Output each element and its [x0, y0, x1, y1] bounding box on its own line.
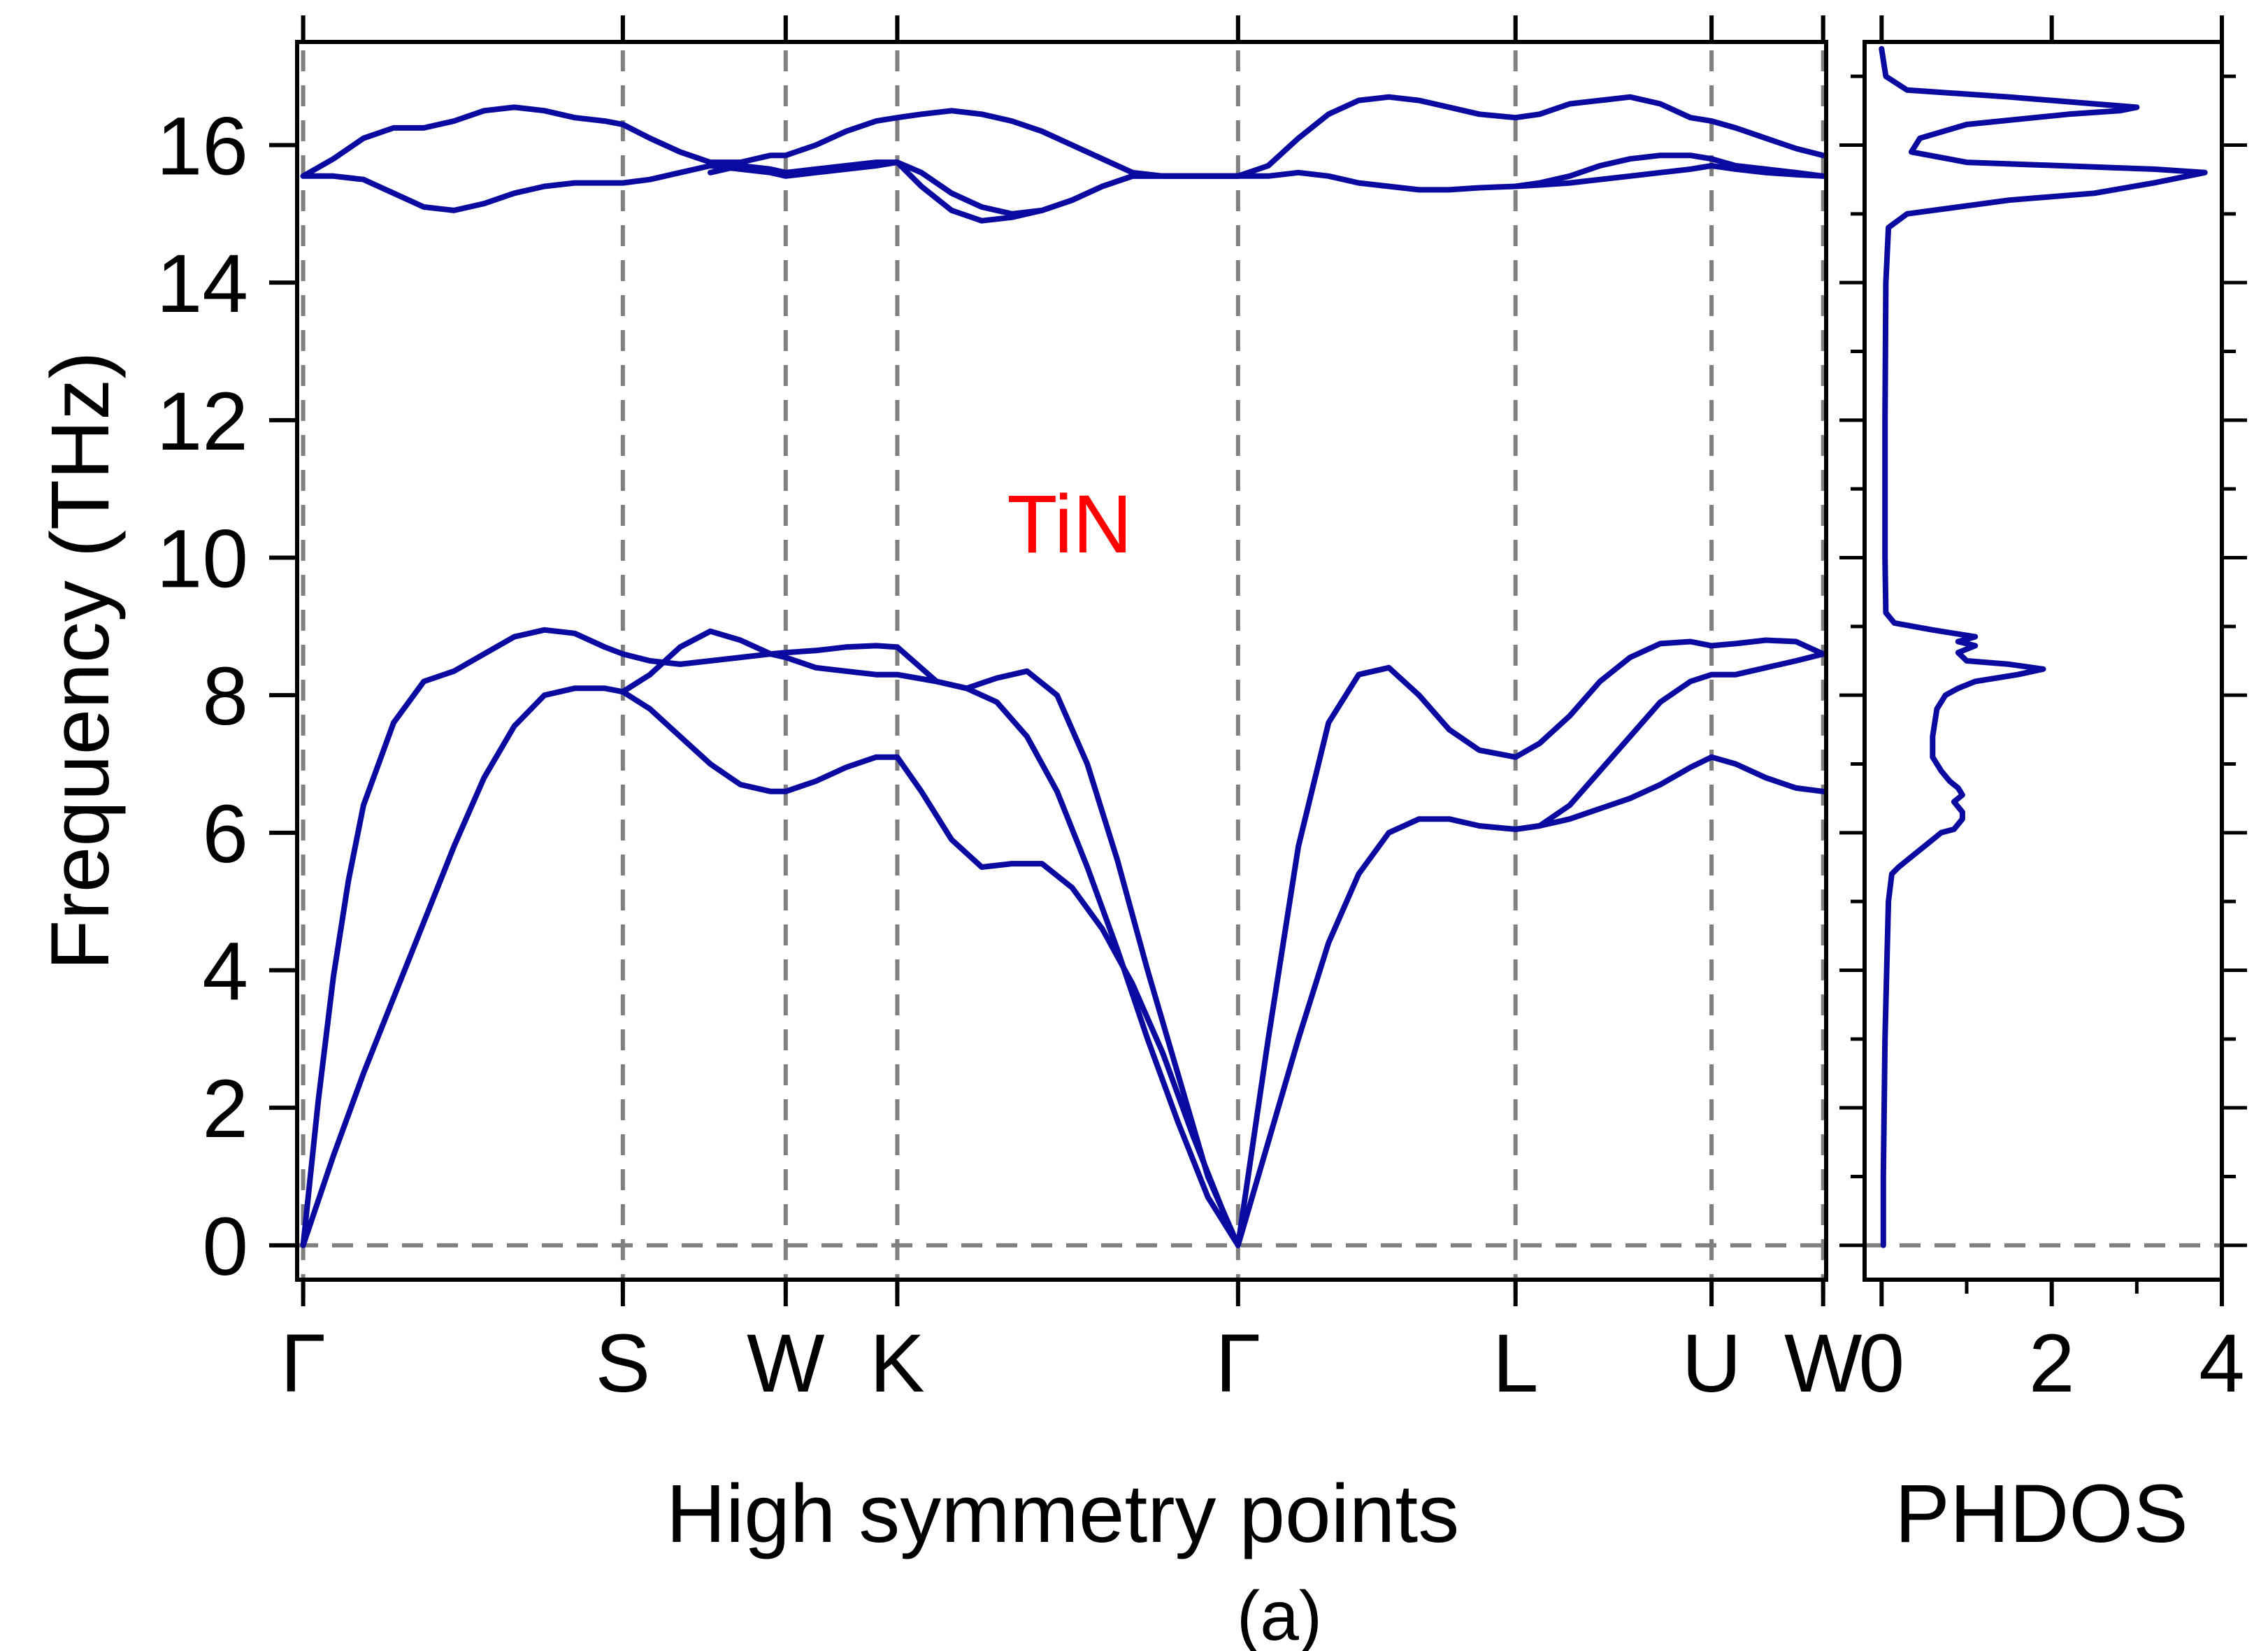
phdos-x-axis-label: PHDOS — [1895, 1468, 2188, 1560]
figure-caption: (a) — [1237, 1577, 1322, 1651]
x-tick-label: U — [1681, 1317, 1741, 1410]
phdos-frame — [1863, 40, 2224, 1282]
y-tick-label: 12 — [157, 376, 248, 468]
phdos-x-tick-label: 0 — [1859, 1317, 1905, 1410]
phdos-y-ticks — [1839, 74, 2247, 1248]
y-tick-label: 14 — [157, 238, 248, 330]
band-acoustic-4 — [1235, 637, 1826, 1248]
band-acoustic-2 — [300, 627, 1241, 1248]
x-tick-label: L — [1493, 1317, 1539, 1410]
band-optical-3 — [708, 159, 1241, 217]
band-optical-4 — [1235, 94, 1826, 179]
band-optical-6 — [1512, 163, 1826, 190]
y-tick-label: 8 — [202, 650, 248, 743]
x-axis-label: High symmetry points — [666, 1468, 1459, 1560]
phdos-x-tick-label: 4 — [2199, 1317, 2245, 1410]
phdos-curve-group — [1879, 45, 2208, 1248]
x-tick-label: W — [1784, 1317, 1862, 1410]
y-tick-label: 2 — [202, 1063, 248, 1155]
phdos-curve — [1879, 45, 2208, 1248]
y-tick-label: 6 — [202, 788, 248, 880]
dispersion-frame — [295, 40, 1828, 1282]
band-optical-1 — [300, 104, 1241, 179]
y-tick-label: 0 — [202, 1201, 248, 1293]
phdos-x-tick-label: 2 — [2029, 1317, 2075, 1410]
phonon-bands — [300, 94, 1826, 1248]
y-tick-label: 10 — [157, 513, 248, 606]
phdos-x-ticks: 0 2 4 — [1859, 15, 2245, 1410]
band-acoustic-3 — [619, 628, 1241, 1248]
x-tick-label: Γ — [1215, 1317, 1261, 1410]
x-tick-label: S — [596, 1317, 651, 1410]
y-tick-label: 4 — [202, 926, 248, 1018]
x-tick-label: K — [870, 1317, 925, 1410]
x-tick-label: W — [747, 1317, 824, 1410]
band-acoustic-6 — [1512, 754, 1826, 832]
y-axis-ticks: 0 2 4 6 8 10 12 14 16 — [157, 101, 297, 1293]
y-tick-label: 16 — [157, 101, 248, 193]
high-symmetry-gridlines — [301, 15, 1825, 1306]
x-tick-label: Γ — [280, 1317, 326, 1410]
y-axis-label: Frequency (THz) — [34, 351, 127, 970]
material-annotation: TiN — [1007, 478, 1132, 571]
phdos-panel: 0 2 4 PHDOS — [1839, 15, 2247, 1560]
band-acoustic-1 — [300, 685, 1241, 1248]
